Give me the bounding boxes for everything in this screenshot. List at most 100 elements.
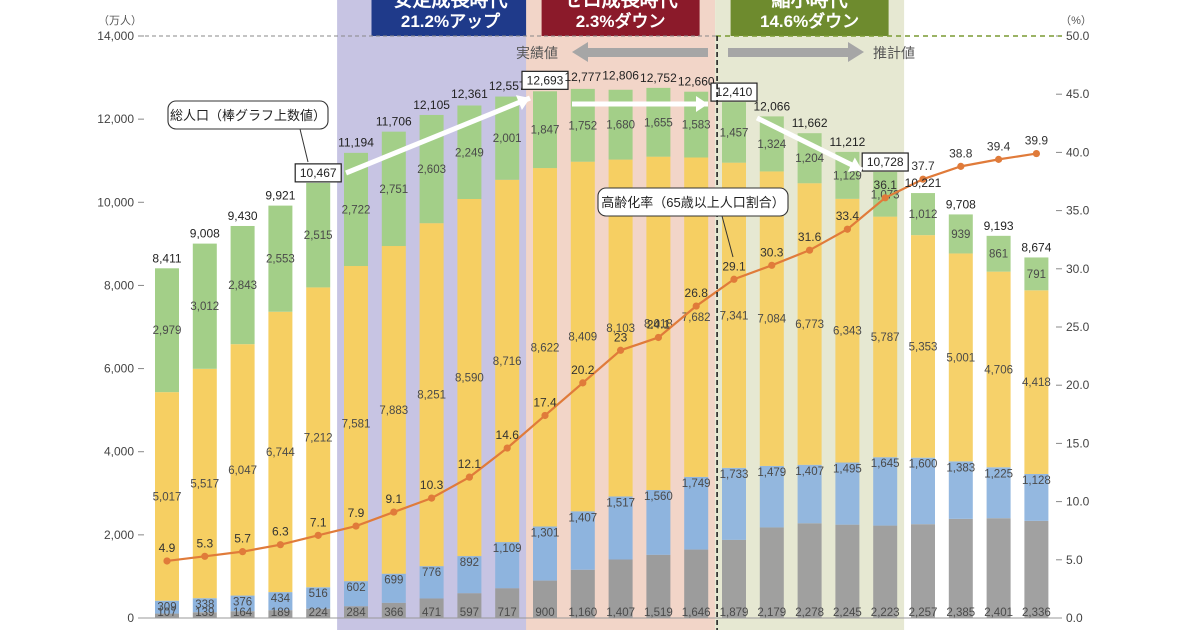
bar-segment: [533, 91, 557, 169]
segment-label: 2,515: [304, 230, 333, 242]
segment-label: 1,879: [720, 607, 749, 619]
bar-segment: [646, 490, 671, 555]
bar-segment: [570, 569, 595, 618]
aging-rate-label: 6.3: [272, 525, 289, 539]
y-left-tick: 0: [127, 611, 134, 625]
total-label: 12,361: [451, 87, 488, 101]
segment-label: 5,353: [909, 341, 938, 353]
segment-label: 1,407: [606, 607, 635, 619]
aging-rate-label: 17.4: [533, 395, 557, 409]
total-label: 12,806: [602, 69, 639, 83]
bar-segment: [797, 183, 822, 465]
y-left-tick: 10,000: [97, 195, 134, 209]
aging-rate-label: 38.8: [949, 146, 973, 160]
aging-rate-point: [1032, 149, 1040, 158]
aging-rate-point: [654, 333, 663, 342]
segment-label: 2,603: [417, 164, 446, 176]
axes: （万人） （%） 0 2,000 4,000 6,000 8,000 10,000 12,000…: [97, 14, 1092, 625]
bar-segment: [230, 595, 255, 612]
total-label: 11,662: [792, 116, 828, 130]
bar-segment: [344, 581, 368, 607]
y-right-tick: 25.0: [1066, 320, 1090, 334]
segment-label: 224: [309, 607, 329, 619]
segment-label: 1,655: [644, 117, 673, 129]
bar-segment: [192, 243, 217, 369]
segment-label: 2,401: [984, 607, 1013, 619]
total-label: 9,008: [190, 227, 220, 241]
segment-label: 1,109: [493, 543, 522, 555]
bar-segment: [155, 600, 179, 614]
total-label-highlighted: 10,467: [300, 166, 337, 180]
bar-segment: [192, 598, 217, 613]
segment-label: 8,622: [531, 342, 560, 354]
bar-segment: [1024, 257, 1049, 291]
bar-segment: [608, 559, 633, 618]
bar-segment: [722, 539, 746, 618]
segment-label: 900: [535, 607, 554, 619]
bar-segment: [759, 527, 784, 618]
segment-label: 2,385: [946, 607, 975, 619]
segment-label: 1,680: [606, 120, 635, 132]
bar-segment: [873, 216, 898, 458]
actual-arrow: [572, 42, 708, 62]
aging-rate-label: 7.9: [348, 506, 365, 520]
total-label: 12,066: [753, 99, 790, 113]
total-label: 12,752: [640, 71, 677, 85]
segment-label: 139: [195, 607, 214, 619]
segment-label: 699: [384, 575, 403, 587]
segment-label: 717: [498, 607, 517, 619]
segment-label: 2,249: [455, 147, 484, 159]
bar-segment: [608, 89, 633, 160]
bar-segment: [873, 525, 898, 618]
bar-segment: [381, 573, 406, 603]
total-label-highlighted: 10,728: [867, 155, 904, 169]
callout-rate-leader: [721, 215, 734, 258]
period-subtitle-3: 14.6%ダウン: [760, 11, 859, 31]
bar-segment: [457, 556, 482, 594]
aging-rate-point: [314, 531, 322, 539]
aging-rate-label: 4.9: [159, 541, 176, 555]
segment-label: 1,646: [682, 607, 711, 619]
segment-label: 1,749: [682, 478, 711, 490]
aging-rate-point: [617, 346, 625, 354]
y-left-tick: 2,000: [104, 528, 134, 542]
bar-segment: [570, 88, 595, 162]
segment-label: 434: [271, 593, 291, 605]
segment-label: 7,212: [304, 432, 333, 444]
total-label: 8,674: [1021, 240, 1051, 254]
aging-rate-label: 33.4: [836, 209, 860, 223]
segment-label: 597: [460, 607, 479, 619]
bar-segment: [759, 465, 784, 528]
segment-label: 7,682: [682, 312, 711, 324]
bar-segment: [306, 587, 331, 609]
segment-label: 1,583: [682, 120, 711, 132]
segment-label: 2,722: [342, 204, 371, 216]
aging-rate-point: [465, 473, 473, 481]
callout-rate-box: [597, 187, 789, 217]
bar-segment: [873, 457, 898, 526]
y-right-tick: 15.0: [1066, 436, 1090, 450]
actual-label: 実績値: [516, 45, 558, 61]
bar-segment: [835, 198, 860, 463]
segment-label: 7,341: [720, 310, 749, 322]
segment-label: 5,787: [871, 332, 900, 344]
aging-rate-point: [352, 522, 360, 530]
aging-rate-point: [579, 379, 587, 387]
bar-segment: [608, 496, 633, 560]
bar-segment: [986, 467, 1011, 519]
total-label: 12,557: [489, 79, 526, 93]
aging-rate-point: [881, 194, 889, 202]
total-label: 11,194: [338, 136, 374, 150]
segment-label: 2,223: [871, 607, 900, 619]
aging-rate-label: 7.1: [310, 515, 327, 529]
segment-label: 4,706: [984, 364, 1013, 376]
aging-rate-label: 39.4: [987, 139, 1011, 153]
y-right-tick: 40.0: [1066, 145, 1090, 159]
bar-segment: [911, 235, 935, 458]
bar-segment: [948, 214, 973, 254]
aging-rate-label: 23: [614, 330, 628, 344]
bar-segment: [155, 392, 179, 601]
total-label: 10,221: [905, 176, 942, 190]
